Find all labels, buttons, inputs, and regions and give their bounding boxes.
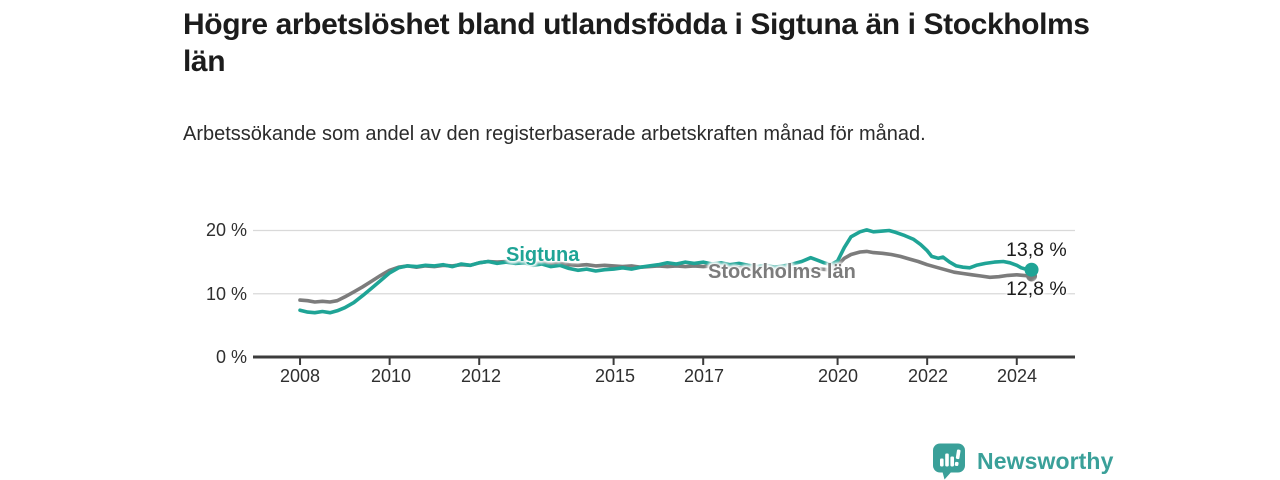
end-value-label-stockholms-lan: 12,8 %: [1006, 278, 1067, 300]
series-line-1: [298, 228, 1034, 315]
series-label-sigtuna: Sigtuna: [506, 244, 580, 266]
page-title: Högre arbetslöshet bland utlandsfödda i …: [183, 8, 1090, 78]
x-axis-tick-label-2015: 2015: [594, 366, 636, 386]
series-end-dot-1: [1024, 262, 1039, 277]
chart-subtitle: Arbetssökande som andel av den registerb…: [183, 123, 926, 145]
x-axis-tick-label-2022: 2022: [907, 366, 949, 386]
x-axis-tick-label-2020: 2020: [817, 366, 859, 386]
end-value-label-sigtuna: 13,8 %: [1006, 239, 1067, 261]
newsworthy-logo[interactable]: Newsworthy: [931, 442, 1113, 480]
x-axis-tick-label-2012: 2012: [460, 366, 502, 386]
x-axis-tick-label-2024: 2024: [996, 366, 1038, 386]
bar-chart-badge-icon: [933, 443, 965, 480]
y-axis-tick-label-20: 20 %: [205, 220, 247, 240]
x-axis-tick-label-2010: 2010: [370, 366, 412, 386]
x-axis-tick-label-2008: 2008: [279, 366, 321, 386]
y-axis-tick-label-10: 10 %: [205, 284, 247, 304]
x-axis-tick-label-2017: 2017: [683, 366, 725, 386]
series-label-stockholms-lan: Stockholms län: [708, 261, 856, 283]
series-line-0: [298, 249, 1034, 304]
newsworthy-brand-text: Newsworthy: [977, 447, 1114, 474]
y-axis-tick-label-0: 0 %: [215, 347, 247, 367]
